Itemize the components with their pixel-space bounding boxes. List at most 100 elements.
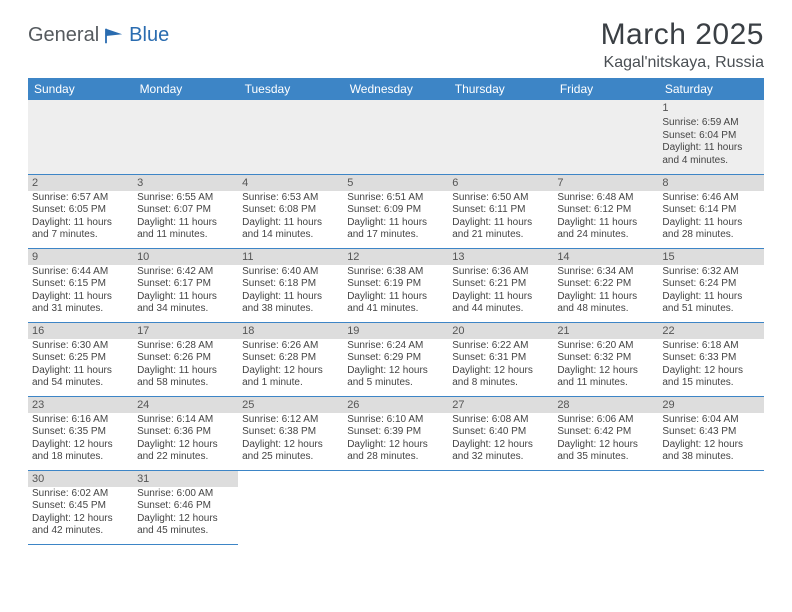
day-number: 20: [448, 323, 553, 339]
weekday-header: Monday: [133, 78, 238, 100]
day-number: 23: [28, 397, 133, 413]
sunset-line: Sunset: 6:40 PM: [452, 426, 549, 439]
sunset-line: Sunset: 6:19 PM: [347, 278, 444, 291]
calendar-cell: 21Sunrise: 6:20 AMSunset: 6:32 PMDayligh…: [553, 322, 658, 396]
sunset-line: Sunset: 6:18 PM: [242, 278, 339, 291]
daylight-line: Daylight: 12 hours and 45 minutes.: [137, 513, 234, 538]
day-number: 16: [28, 323, 133, 339]
calendar-cell: 28Sunrise: 6:06 AMSunset: 6:42 PMDayligh…: [553, 396, 658, 470]
calendar-cell: 5Sunrise: 6:51 AMSunset: 6:09 PMDaylight…: [343, 174, 448, 248]
calendar-cell: [238, 100, 343, 174]
calendar-row: 30Sunrise: 6:02 AMSunset: 6:45 PMDayligh…: [28, 470, 764, 544]
weekday-header: Friday: [553, 78, 658, 100]
day-number: 6: [448, 175, 553, 191]
sunrise-line: Sunrise: 6:02 AM: [32, 488, 129, 501]
title-block: March 2025 Kagal'nitskaya, Russia: [601, 18, 764, 72]
day-details: Sunrise: 6:30 AMSunset: 6:25 PMDaylight:…: [28, 339, 133, 392]
daylight-line: Daylight: 11 hours and 54 minutes.: [32, 365, 129, 390]
daylight-line: Daylight: 11 hours and 41 minutes.: [347, 291, 444, 316]
calendar-cell: 24Sunrise: 6:14 AMSunset: 6:36 PMDayligh…: [133, 396, 238, 470]
day-number: 14: [553, 249, 658, 265]
sunset-line: Sunset: 6:31 PM: [452, 352, 549, 365]
day-number: 24: [133, 397, 238, 413]
day-number: 19: [343, 323, 448, 339]
daylight-line: Daylight: 12 hours and 28 minutes.: [347, 439, 444, 464]
day-details: Sunrise: 6:42 AMSunset: 6:17 PMDaylight:…: [133, 265, 238, 318]
day-number: 26: [343, 397, 448, 413]
day-number: 29: [658, 397, 763, 413]
daylight-line: Daylight: 11 hours and 21 minutes.: [452, 217, 549, 242]
page-header: General Blue March 2025 Kagal'nitskaya, …: [28, 18, 764, 72]
calendar-row: 1Sunrise: 6:59 AMSunset: 6:04 PMDaylight…: [28, 100, 764, 174]
sunset-line: Sunset: 6:11 PM: [452, 204, 549, 217]
day-number: 17: [133, 323, 238, 339]
daylight-line: Daylight: 12 hours and 5 minutes.: [347, 365, 444, 390]
daylight-line: Daylight: 11 hours and 24 minutes.: [557, 217, 654, 242]
calendar-cell: 17Sunrise: 6:28 AMSunset: 6:26 PMDayligh…: [133, 322, 238, 396]
calendar-cell: 22Sunrise: 6:18 AMSunset: 6:33 PMDayligh…: [658, 322, 763, 396]
day-details: Sunrise: 6:24 AMSunset: 6:29 PMDaylight:…: [343, 339, 448, 392]
day-details: Sunrise: 6:48 AMSunset: 6:12 PMDaylight:…: [553, 191, 658, 244]
brand-logo: General Blue: [28, 18, 169, 47]
daylight-line: Daylight: 11 hours and 51 minutes.: [662, 291, 759, 316]
daylight-line: Daylight: 12 hours and 42 minutes.: [32, 513, 129, 538]
calendar-cell: 26Sunrise: 6:10 AMSunset: 6:39 PMDayligh…: [343, 396, 448, 470]
sunrise-line: Sunrise: 6:53 AM: [242, 192, 339, 205]
calendar-cell: 18Sunrise: 6:26 AMSunset: 6:28 PMDayligh…: [238, 322, 343, 396]
sunrise-line: Sunrise: 6:08 AM: [452, 414, 549, 427]
calendar-cell: 29Sunrise: 6:04 AMSunset: 6:43 PMDayligh…: [658, 396, 763, 470]
calendar-cell: [133, 100, 238, 174]
day-details: Sunrise: 6:59 AMSunset: 6:04 PMDaylight:…: [658, 116, 763, 169]
calendar-cell: 8Sunrise: 6:46 AMSunset: 6:14 PMDaylight…: [658, 174, 763, 248]
day-details: Sunrise: 6:10 AMSunset: 6:39 PMDaylight:…: [343, 413, 448, 466]
day-number: 2: [28, 175, 133, 191]
sunset-line: Sunset: 6:33 PM: [662, 352, 759, 365]
sunset-line: Sunset: 6:29 PM: [347, 352, 444, 365]
sunset-line: Sunset: 6:25 PM: [32, 352, 129, 365]
day-details: Sunrise: 6:12 AMSunset: 6:38 PMDaylight:…: [238, 413, 343, 466]
day-details: Sunrise: 6:36 AMSunset: 6:21 PMDaylight:…: [448, 265, 553, 318]
daylight-line: Daylight: 12 hours and 18 minutes.: [32, 439, 129, 464]
day-details: Sunrise: 6:00 AMSunset: 6:46 PMDaylight:…: [133, 487, 238, 540]
day-details: Sunrise: 6:16 AMSunset: 6:35 PMDaylight:…: [28, 413, 133, 466]
day-details: Sunrise: 6:20 AMSunset: 6:32 PMDaylight:…: [553, 339, 658, 392]
calendar-cell: [448, 100, 553, 174]
day-number: 15: [658, 249, 763, 265]
calendar-cell: 16Sunrise: 6:30 AMSunset: 6:25 PMDayligh…: [28, 322, 133, 396]
calendar-cell: 10Sunrise: 6:42 AMSunset: 6:17 PMDayligh…: [133, 248, 238, 322]
weekday-header: Wednesday: [343, 78, 448, 100]
sunset-line: Sunset: 6:28 PM: [242, 352, 339, 365]
sunrise-line: Sunrise: 6:38 AM: [347, 266, 444, 279]
calendar-cell: [28, 100, 133, 174]
daylight-line: Daylight: 11 hours and 48 minutes.: [557, 291, 654, 316]
day-details: Sunrise: 6:53 AMSunset: 6:08 PMDaylight:…: [238, 191, 343, 244]
sunrise-line: Sunrise: 6:22 AM: [452, 340, 549, 353]
sunrise-line: Sunrise: 6:48 AM: [557, 192, 654, 205]
day-number: 9: [28, 249, 133, 265]
calendar-row: 2Sunrise: 6:57 AMSunset: 6:05 PMDaylight…: [28, 174, 764, 248]
month-title: March 2025: [601, 18, 764, 52]
sunset-line: Sunset: 6:43 PM: [662, 426, 759, 439]
daylight-line: Daylight: 11 hours and 4 minutes.: [662, 142, 759, 167]
day-details: Sunrise: 6:34 AMSunset: 6:22 PMDaylight:…: [553, 265, 658, 318]
day-number: 4: [238, 175, 343, 191]
sunrise-line: Sunrise: 6:42 AM: [137, 266, 234, 279]
calendar-cell: [343, 470, 448, 544]
calendar-page: General Blue March 2025 Kagal'nitskaya, …: [0, 0, 792, 555]
daylight-line: Daylight: 11 hours and 58 minutes.: [137, 365, 234, 390]
calendar-cell: 27Sunrise: 6:08 AMSunset: 6:40 PMDayligh…: [448, 396, 553, 470]
day-number: 1: [658, 100, 763, 116]
daylight-line: Daylight: 11 hours and 31 minutes.: [32, 291, 129, 316]
calendar-cell: [553, 100, 658, 174]
calendar-cell: 9Sunrise: 6:44 AMSunset: 6:15 PMDaylight…: [28, 248, 133, 322]
sunrise-line: Sunrise: 6:28 AM: [137, 340, 234, 353]
day-number: 13: [448, 249, 553, 265]
sunrise-line: Sunrise: 6:50 AM: [452, 192, 549, 205]
day-number: 21: [553, 323, 658, 339]
sunset-line: Sunset: 6:46 PM: [137, 500, 234, 513]
calendar-cell: 20Sunrise: 6:22 AMSunset: 6:31 PMDayligh…: [448, 322, 553, 396]
sunset-line: Sunset: 6:22 PM: [557, 278, 654, 291]
daylight-line: Daylight: 11 hours and 17 minutes.: [347, 217, 444, 242]
day-details: Sunrise: 6:26 AMSunset: 6:28 PMDaylight:…: [238, 339, 343, 392]
sunset-line: Sunset: 6:07 PM: [137, 204, 234, 217]
